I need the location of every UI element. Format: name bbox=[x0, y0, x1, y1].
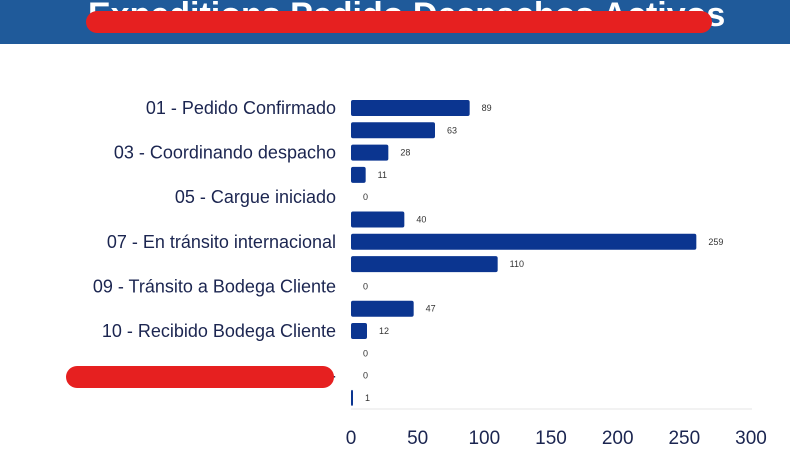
bar bbox=[351, 233, 697, 250]
bar-value-label: 1 bbox=[365, 393, 370, 403]
category-label: 07 - En tránsito internacional bbox=[107, 232, 336, 252]
bar-value-label: 110 bbox=[510, 259, 524, 269]
bar-value-label: 28 bbox=[400, 148, 410, 158]
category-label: 01 - Pedido Confirmado bbox=[146, 98, 336, 118]
bar bbox=[351, 166, 366, 183]
x-tick-label: 150 bbox=[535, 428, 567, 449]
bar-value-label: 63 bbox=[447, 125, 457, 135]
bar-value-label: 12 bbox=[379, 326, 389, 336]
x-tick-label: 300 bbox=[735, 428, 767, 449]
x-tick-labels-group: 0 50 100 150 200 250 300 bbox=[346, 428, 767, 449]
x-tick-label: 0 bbox=[346, 428, 357, 449]
bar-value-label: 0 bbox=[363, 281, 368, 291]
category-label: 09 - Tránsito a Bodega Cliente bbox=[93, 276, 336, 296]
bar bbox=[351, 323, 367, 339]
bar-value-label: 89 bbox=[482, 103, 492, 113]
bar-value-label: 259 bbox=[708, 237, 723, 247]
bar bbox=[351, 300, 414, 317]
bar-value-label: 47 bbox=[426, 304, 436, 314]
bar bbox=[351, 211, 405, 228]
bar-value-label: 0 bbox=[363, 371, 368, 381]
label-redaction bbox=[66, 366, 334, 388]
bar bbox=[351, 100, 470, 116]
x-tick-label: 250 bbox=[668, 428, 700, 449]
bar-value-label: 0 bbox=[363, 348, 368, 358]
category-label: 03 - Coordinando despacho bbox=[114, 143, 336, 163]
title-redaction bbox=[86, 11, 712, 33]
bar bbox=[351, 256, 498, 273]
header-bar: Expeditions Pedido Despachos Activos bbox=[0, 0, 790, 44]
x-tick-label: 200 bbox=[602, 428, 634, 449]
x-tick-label: 100 bbox=[468, 428, 500, 449]
bar-value-label: 40 bbox=[416, 215, 426, 225]
bars-group bbox=[351, 100, 697, 406]
category-label: 05 - Cargue iniciado bbox=[175, 187, 336, 207]
x-tick-label: 50 bbox=[407, 428, 428, 449]
bar-value-label: 0 bbox=[363, 192, 368, 202]
category-labels-group: 01 - Pedido Confirmado 03 - Coordinando d… bbox=[93, 98, 336, 386]
category-label: 10 - Recibido Bodega Cliente bbox=[102, 321, 336, 341]
bar bbox=[351, 122, 435, 139]
bar bbox=[351, 389, 353, 406]
bar bbox=[351, 144, 389, 161]
bar-value-label: 11 bbox=[378, 170, 387, 180]
